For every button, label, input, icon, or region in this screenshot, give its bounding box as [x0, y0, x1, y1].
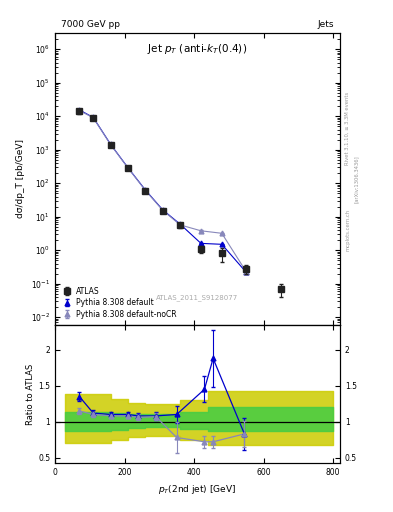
- Text: Jet $\mathit{p_T}$ (anti-$\mathit{k_T}$(0.4)): Jet $\mathit{p_T}$ (anti-$\mathit{k_T}$(…: [147, 42, 248, 56]
- Y-axis label: Ratio to ATLAS: Ratio to ATLAS: [26, 364, 35, 424]
- Text: ATLAS_2011_S9128077: ATLAS_2011_S9128077: [156, 294, 239, 302]
- Text: [arXiv:1306.3436]: [arXiv:1306.3436]: [354, 155, 359, 203]
- Text: Rivet 3.1.10, ≥ 3.3M events: Rivet 3.1.10, ≥ 3.3M events: [345, 91, 350, 165]
- X-axis label: $p_T$(2nd jet) [GeV]: $p_T$(2nd jet) [GeV]: [158, 483, 237, 496]
- Text: mcplots.cern.ch: mcplots.cern.ch: [345, 209, 350, 251]
- Legend: ATLAS, Pythia 8.308 default, Pythia 8.308 default-noCR: ATLAS, Pythia 8.308 default, Pythia 8.30…: [59, 285, 178, 321]
- Text: Jets: Jets: [318, 20, 334, 29]
- Text: 7000 GeV pp: 7000 GeV pp: [61, 20, 120, 29]
- Y-axis label: dσ/dp_T [pb/GeV]: dσ/dp_T [pb/GeV]: [17, 139, 26, 219]
